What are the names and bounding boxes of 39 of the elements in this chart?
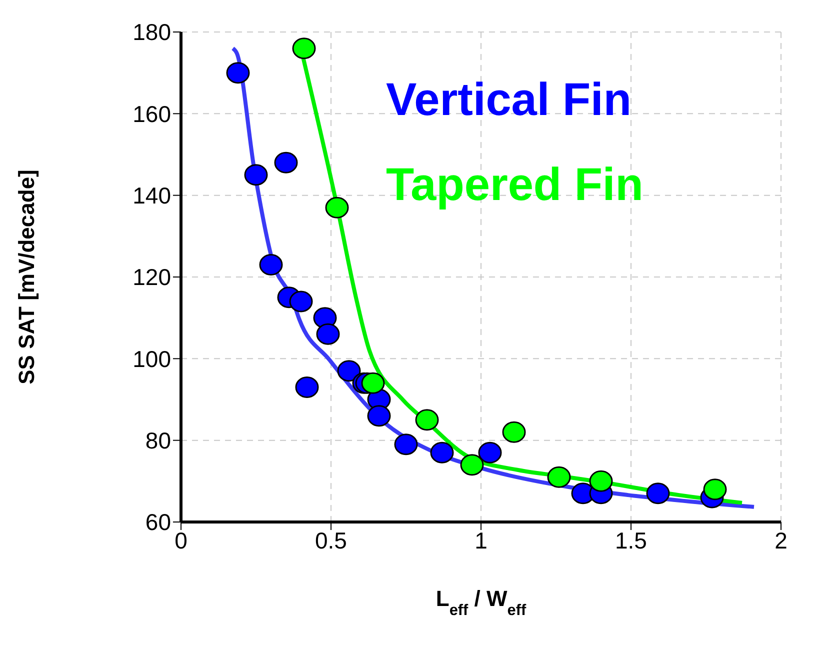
x-tick-label: 2 [774, 527, 788, 554]
y-tick-label: 100 [132, 346, 171, 372]
point [646, 482, 670, 504]
point [259, 254, 283, 276]
x-axis-title: L$_{eff}$ / W$_{eff}$ [436, 586, 527, 618]
point [295, 376, 319, 398]
point [460, 454, 484, 476]
x-tick-label: 0 [174, 527, 188, 554]
y-tick-label: 120 [132, 264, 171, 290]
point [703, 478, 727, 500]
point [226, 62, 250, 84]
y-tick-label: 60 [145, 509, 171, 536]
point [367, 405, 391, 427]
x-tick-label: 0.5 [315, 527, 347, 554]
point [292, 38, 316, 60]
point [337, 360, 361, 382]
point [589, 470, 613, 492]
y-tick-label: 80 [145, 428, 171, 454]
y-tick-label: 140 [132, 182, 171, 208]
point [244, 164, 268, 186]
point [547, 466, 571, 488]
point [289, 290, 313, 312]
y-tick-label: 160 [132, 100, 171, 127]
text: Vertical Fin [386, 72, 632, 126]
point [274, 152, 298, 174]
point [325, 196, 349, 218]
y-tick-label: 180 [132, 19, 171, 46]
point [415, 409, 439, 431]
series-label: Tapered Fin [386, 157, 644, 211]
y-axis-title: SS SAT [mV/decade] [14, 170, 39, 384]
point [394, 434, 418, 456]
x-tick-label: 1 [474, 527, 488, 554]
point [361, 372, 385, 394]
point [430, 442, 454, 464]
point [502, 421, 526, 443]
point [478, 442, 502, 464]
x-tick-label: 1.5 [615, 527, 647, 554]
line-series [230, 46, 756, 509]
point [316, 323, 340, 345]
